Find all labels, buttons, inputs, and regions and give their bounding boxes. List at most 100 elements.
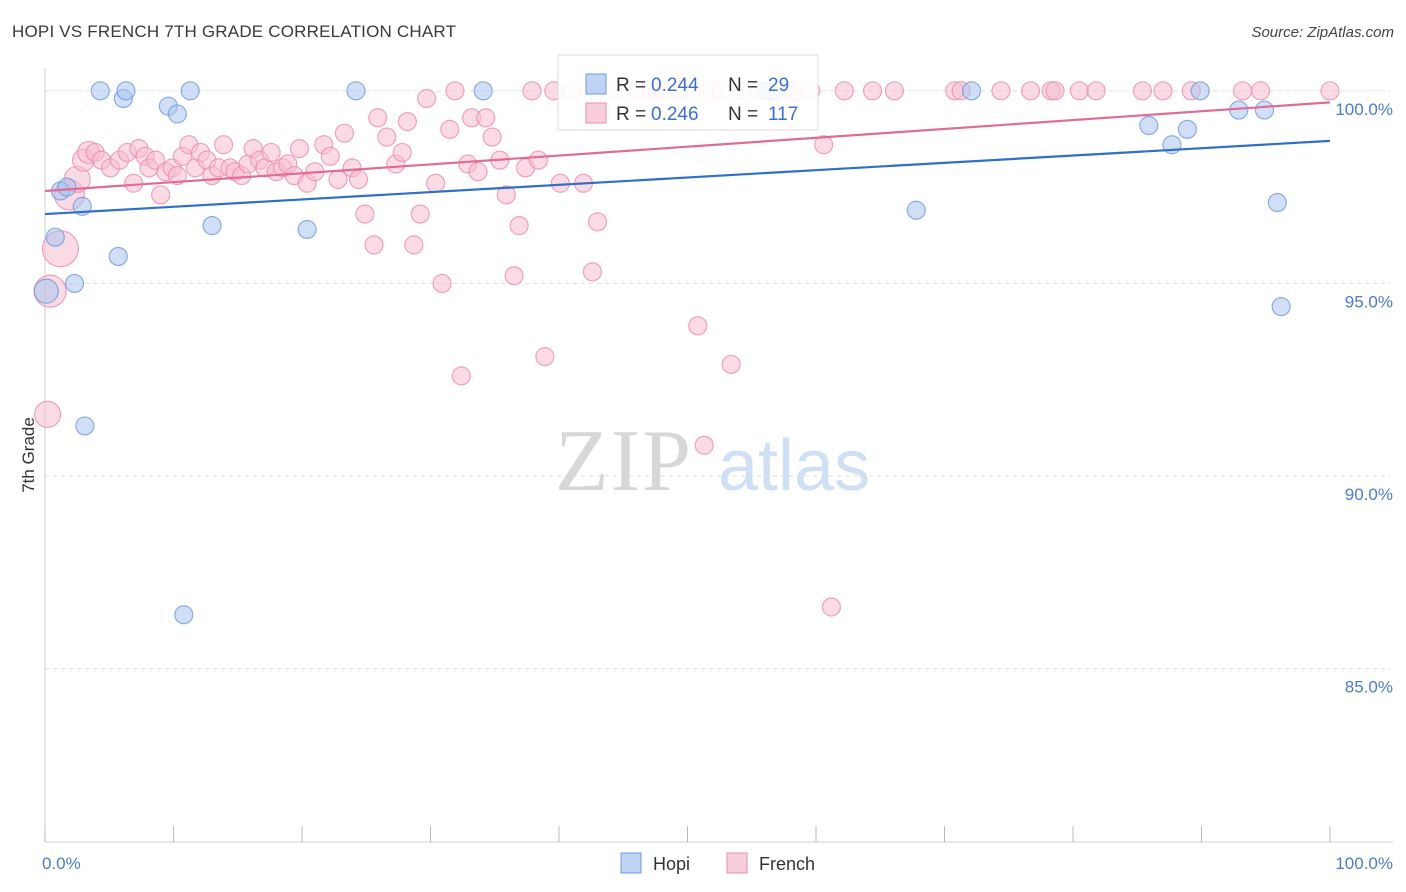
french-point bbox=[410, 204, 430, 224]
x-tick-label: 0.0% bbox=[42, 854, 81, 873]
hopi-point bbox=[57, 177, 77, 197]
french-point bbox=[348, 169, 369, 190]
zipatlas-watermark: ZIP atlas bbox=[555, 413, 870, 510]
french-point bbox=[582, 262, 603, 282]
french-point bbox=[862, 81, 883, 101]
hopi-point bbox=[64, 273, 85, 294]
axes: 100.0% 95.0% 90.0% 85.0% 0.0% 100.0% bbox=[42, 68, 1393, 873]
french-point bbox=[432, 273, 452, 294]
french-point bbox=[1132, 81, 1152, 101]
french-point bbox=[151, 185, 171, 205]
french-point bbox=[426, 173, 446, 193]
hopi-point bbox=[1254, 100, 1275, 120]
legend-r-value: 0.246 bbox=[651, 104, 699, 125]
hopi-point bbox=[1177, 119, 1197, 139]
french-point bbox=[368, 108, 388, 128]
french-point bbox=[1251, 81, 1271, 101]
french-point bbox=[535, 347, 555, 367]
french-point bbox=[496, 185, 516, 205]
hopi-bottom-label: Hopi bbox=[653, 854, 690, 874]
french-point bbox=[1069, 81, 1090, 101]
hopi-point bbox=[202, 216, 222, 236]
french-point bbox=[404, 235, 424, 255]
hopi-point bbox=[33, 278, 59, 304]
hopi-point bbox=[167, 104, 187, 124]
french-point bbox=[721, 354, 741, 374]
svg-text:ZIP: ZIP bbox=[555, 413, 693, 510]
french-point bbox=[1086, 81, 1106, 101]
french-legend-swatch bbox=[585, 102, 607, 124]
french-point bbox=[1045, 81, 1065, 101]
hopi-point bbox=[108, 246, 128, 267]
french-point bbox=[587, 212, 608, 232]
legend-r-label: R = bbox=[616, 75, 646, 96]
hopi-point bbox=[45, 227, 65, 247]
legend-n-label: N = bbox=[728, 75, 758, 96]
french-point bbox=[509, 216, 529, 236]
french-point bbox=[550, 173, 570, 193]
french-point bbox=[289, 139, 310, 159]
french-point bbox=[991, 81, 1011, 101]
hopi-point bbox=[75, 416, 95, 436]
hopi-point bbox=[1190, 81, 1210, 101]
french-bottom-label: French bbox=[759, 854, 815, 874]
source-label: Source: ZipAtlas.com bbox=[1251, 24, 1394, 41]
trend-lines bbox=[44, 101, 1331, 216]
french-point bbox=[482, 127, 502, 147]
french-point bbox=[334, 123, 355, 143]
french-point bbox=[124, 173, 144, 193]
hopi-point bbox=[116, 81, 136, 101]
french-point bbox=[884, 81, 904, 101]
hopi-point bbox=[180, 81, 200, 101]
y-tick-label: 95.0% bbox=[1345, 292, 1393, 311]
y-tick-label: 100.0% bbox=[1335, 100, 1393, 119]
hopi-legend-swatch bbox=[585, 73, 607, 95]
french-point bbox=[1320, 81, 1340, 101]
french-point bbox=[392, 142, 412, 163]
french-point bbox=[214, 135, 234, 155]
french-point bbox=[417, 88, 437, 109]
french-point bbox=[261, 142, 281, 163]
hopi-point bbox=[297, 219, 317, 240]
bottom-legend: Hopi French bbox=[620, 852, 815, 874]
hopi-point bbox=[1139, 115, 1159, 136]
french-point bbox=[33, 400, 62, 429]
chart-title: HOPI VS FRENCH 7TH GRADE CORRELATION CHA… bbox=[12, 22, 457, 41]
french-point bbox=[397, 112, 417, 132]
french-point bbox=[1020, 81, 1041, 101]
french-point bbox=[821, 597, 842, 617]
y-axis-label: 7th Grade bbox=[19, 417, 38, 493]
legend-n-label: N = bbox=[728, 104, 758, 125]
hopi-point bbox=[906, 200, 926, 220]
hopi-point bbox=[1271, 296, 1291, 317]
french-point bbox=[688, 316, 708, 336]
legend-n-value: 117 bbox=[768, 104, 798, 125]
x-tick-label: 100.0% bbox=[1335, 854, 1393, 873]
hopi-trend-line bbox=[44, 139, 1331, 216]
french-point bbox=[377, 127, 397, 147]
hopi-point bbox=[90, 81, 110, 101]
hopi-bottom-swatch bbox=[620, 852, 642, 874]
legend-r-value: 0.244 bbox=[651, 75, 699, 96]
french-points bbox=[33, 81, 1340, 617]
french-point bbox=[320, 146, 340, 166]
legend-n-value: 29 bbox=[768, 75, 789, 96]
french-point bbox=[1233, 81, 1253, 101]
french-bottom-swatch bbox=[726, 852, 748, 874]
hopi-point bbox=[174, 605, 194, 625]
french-point bbox=[834, 81, 854, 101]
french-point bbox=[167, 165, 187, 186]
french-point bbox=[451, 366, 471, 386]
hopi-point bbox=[346, 81, 366, 101]
french-point bbox=[694, 435, 714, 455]
french-point bbox=[364, 235, 384, 255]
hopi-point bbox=[1267, 192, 1287, 213]
french-point bbox=[528, 150, 549, 170]
legend-r-label: R = bbox=[616, 104, 646, 125]
french-point bbox=[355, 204, 375, 224]
french-point bbox=[468, 162, 488, 182]
y-tick-label: 85.0% bbox=[1345, 678, 1393, 697]
french-point bbox=[814, 135, 834, 155]
stats-legend: R = 0.244 N = 29 R = 0.246 N = 117 bbox=[557, 54, 819, 131]
